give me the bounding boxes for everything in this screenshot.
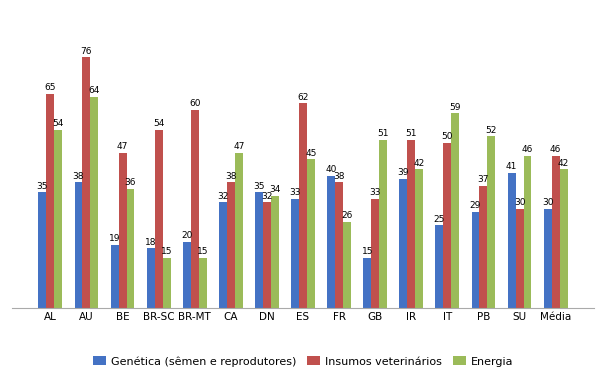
Bar — [227, 182, 235, 308]
Bar — [38, 192, 46, 308]
Bar — [263, 202, 271, 308]
Bar — [255, 192, 263, 308]
Text: 35: 35 — [37, 182, 48, 190]
Text: 46: 46 — [522, 146, 533, 154]
Text: 50: 50 — [442, 132, 453, 141]
Bar — [371, 199, 379, 308]
Bar — [415, 169, 423, 308]
Text: 32: 32 — [261, 192, 272, 201]
Bar — [335, 182, 343, 308]
Bar — [407, 140, 415, 308]
Text: 41: 41 — [506, 162, 517, 171]
Text: 76: 76 — [81, 47, 92, 56]
Bar — [363, 258, 371, 308]
Bar — [508, 172, 515, 308]
Bar — [291, 199, 299, 308]
Text: 42: 42 — [413, 159, 425, 168]
Text: 29: 29 — [470, 201, 481, 210]
Bar — [110, 245, 119, 308]
Text: 47: 47 — [117, 142, 128, 151]
Text: 47: 47 — [233, 142, 244, 151]
Text: 51: 51 — [377, 129, 389, 138]
Text: 51: 51 — [406, 129, 417, 138]
Text: 40: 40 — [325, 165, 337, 174]
Text: 38: 38 — [73, 172, 84, 181]
Text: 59: 59 — [449, 103, 461, 112]
Text: 30: 30 — [514, 198, 525, 207]
Text: 65: 65 — [44, 83, 56, 92]
Text: 52: 52 — [486, 126, 497, 135]
Legend: Genética (sêmen e reprodutores), Insumos veterinários, Energia: Genética (sêmen e reprodutores), Insumos… — [88, 352, 518, 371]
Text: 18: 18 — [145, 238, 157, 247]
Bar — [235, 153, 243, 308]
Bar — [82, 57, 91, 308]
Bar — [91, 97, 98, 308]
Bar — [74, 182, 82, 308]
Bar — [46, 93, 55, 308]
Bar — [436, 225, 443, 308]
Text: 36: 36 — [125, 178, 136, 188]
Text: 39: 39 — [398, 168, 409, 177]
Bar — [487, 136, 496, 308]
Text: 60: 60 — [189, 99, 200, 108]
Text: 46: 46 — [550, 146, 562, 154]
Text: 20: 20 — [181, 231, 193, 240]
Bar — [443, 143, 451, 308]
Text: 26: 26 — [341, 211, 353, 220]
Text: 62: 62 — [298, 93, 308, 102]
Bar — [472, 212, 479, 308]
Bar — [524, 156, 532, 308]
Bar — [400, 179, 407, 308]
Bar — [451, 113, 459, 308]
Text: 45: 45 — [305, 149, 317, 158]
Bar — [147, 248, 155, 308]
Bar — [515, 209, 524, 308]
Bar — [379, 140, 387, 308]
Bar — [155, 130, 163, 308]
Bar — [307, 159, 315, 308]
Bar — [55, 130, 62, 308]
Text: 35: 35 — [253, 182, 265, 190]
Text: 54: 54 — [153, 119, 164, 128]
Text: 15: 15 — [161, 248, 172, 256]
Bar — [127, 189, 134, 308]
Text: 64: 64 — [89, 86, 100, 95]
Bar — [544, 209, 551, 308]
Bar — [119, 153, 127, 308]
Bar — [191, 110, 199, 308]
Bar — [163, 258, 170, 308]
Text: 37: 37 — [478, 175, 489, 184]
Text: 54: 54 — [53, 119, 64, 128]
Bar — [271, 196, 279, 308]
Bar — [183, 242, 191, 308]
Bar — [327, 176, 335, 308]
Text: 38: 38 — [334, 172, 345, 181]
Bar — [199, 258, 206, 308]
Bar — [299, 104, 307, 308]
Text: 25: 25 — [434, 214, 445, 223]
Text: 30: 30 — [542, 198, 553, 207]
Text: 15: 15 — [197, 248, 208, 256]
Text: 42: 42 — [558, 159, 569, 168]
Bar — [343, 222, 351, 308]
Bar — [551, 156, 560, 308]
Bar — [479, 186, 487, 308]
Text: 34: 34 — [269, 185, 281, 194]
Text: 38: 38 — [225, 172, 236, 181]
Bar — [219, 202, 227, 308]
Text: 33: 33 — [289, 188, 301, 197]
Text: 15: 15 — [361, 248, 373, 256]
Bar — [560, 169, 568, 308]
Text: 33: 33 — [370, 188, 381, 197]
Text: 32: 32 — [217, 192, 229, 201]
Text: 19: 19 — [109, 234, 121, 243]
